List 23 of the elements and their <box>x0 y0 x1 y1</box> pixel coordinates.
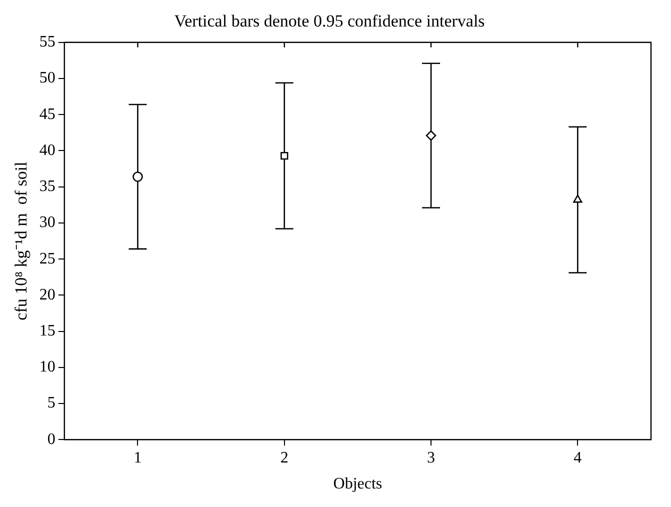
point <box>573 194 582 203</box>
y-tick-label: 5 <box>47 394 56 412</box>
y-tick-label: 40 <box>39 142 56 159</box>
chart-title: Vertical bars denote 0.95 confidence intervals <box>174 12 485 31</box>
point <box>280 152 288 160</box>
y-tick-label: 30 <box>39 214 56 232</box>
y-tick-label: 45 <box>39 106 56 123</box>
x-tick-label: 2 <box>280 449 288 466</box>
y-tick-label: 0 <box>47 430 56 448</box>
y-tick-label: 20 <box>39 286 56 304</box>
point <box>426 130 436 141</box>
y-tick-label: 25 <box>39 250 56 268</box>
y-tick-label: 35 <box>39 178 56 196</box>
y-axis-title: cfu 10⁸ kg⁻¹d m of soil <box>12 161 31 320</box>
y-tick-label: 50 <box>39 70 56 87</box>
x-tick-label: 1 <box>134 449 142 466</box>
x-axis-title: Objects <box>333 476 382 493</box>
point <box>132 172 143 182</box>
y-tick-label: 10 <box>39 358 56 376</box>
y-tick-label: 15 <box>39 322 56 340</box>
y-tick-label: 55 <box>39 34 56 51</box>
x-tick-label: 4 <box>574 449 582 466</box>
x-tick-label: 3 <box>427 449 436 466</box>
